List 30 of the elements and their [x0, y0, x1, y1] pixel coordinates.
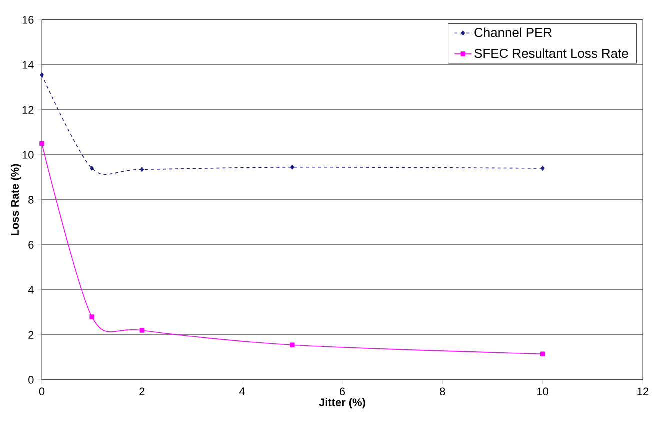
point [90, 314, 94, 320]
y-tick-label: 8 [28, 196, 34, 204]
point [540, 352, 546, 357]
point [40, 72, 44, 78]
point [140, 328, 145, 333]
y-tick-label: 2 [28, 331, 34, 339]
legend-label: Channel PER [474, 28, 552, 38]
y-tick-label: 6 [28, 241, 34, 249]
x-tick-label: 8 [440, 388, 446, 396]
point [40, 141, 44, 146]
point [90, 166, 94, 171]
y-axis-title: Loss Rate (%) [10, 164, 22, 236]
x-axis-title: Jitter (%) [319, 398, 366, 409]
point [290, 342, 295, 348]
x-tick-label: 4 [240, 388, 246, 396]
y-tick-label: 12 [22, 106, 34, 114]
point [540, 166, 545, 171]
y-tick-label: 14 [22, 61, 34, 69]
point [140, 167, 144, 172]
x-tick-label: 0 [39, 388, 45, 396]
point [290, 164, 294, 170]
x-tick-label: 10 [538, 388, 548, 396]
y-tick-label: 10 [22, 151, 34, 159]
y-tick-label: 0 [28, 376, 34, 384]
legend-label: SFEC Resultant Loss Rate [474, 48, 628, 58]
x-tick-label: 6 [340, 388, 346, 396]
x-tick-label: 2 [140, 388, 145, 396]
y-tick-label: 16 [22, 16, 34, 24]
x-tick-label: 12 [638, 388, 649, 396]
y-tick-label: 4 [28, 286, 34, 294]
